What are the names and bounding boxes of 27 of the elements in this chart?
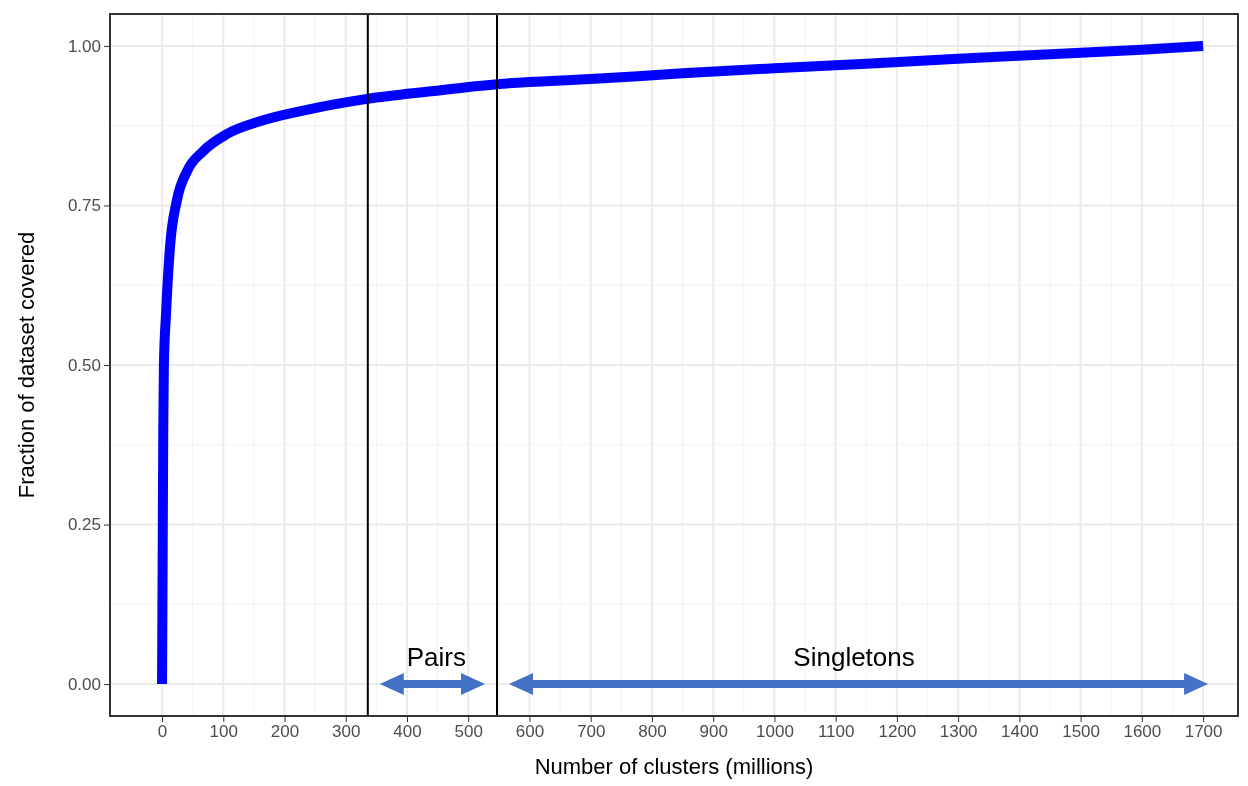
annotation: Pairs xyxy=(406,642,467,673)
y-tick-label: 1.00 xyxy=(67,36,101,56)
x-tick-label: 1400 xyxy=(1000,722,1039,742)
x-tick-label: 1500 xyxy=(1062,722,1101,742)
x-tick-label: 1200 xyxy=(878,722,917,742)
y-tick-label: 0.75 xyxy=(67,196,101,216)
x-tick-label: 300 xyxy=(332,722,361,742)
x-tick-label: 1300 xyxy=(939,722,978,742)
y-axis-title: Fraction of dataset covered xyxy=(14,231,39,499)
x-tick-label: 100 xyxy=(209,722,238,742)
y-tick-label: 0.50 xyxy=(67,355,101,375)
x-tick-label: 0 xyxy=(157,722,168,742)
x-tick-label: 500 xyxy=(454,722,483,742)
x-axis-title: Number of clusters (millions) xyxy=(534,754,814,779)
x-tick-label: 800 xyxy=(638,722,667,742)
x-tick-label: 1700 xyxy=(1184,722,1223,742)
x-tick-label: 1000 xyxy=(756,722,794,742)
x-tick-label: 1100 xyxy=(817,722,855,742)
x-tick-label: 700 xyxy=(577,722,606,742)
y-tick-label: 0.00 xyxy=(67,675,101,695)
x-tick-label: 600 xyxy=(515,722,545,742)
x-tick-label: 1600 xyxy=(1123,722,1162,742)
x-tick-label: 200 xyxy=(270,722,300,742)
y-tick-label: 0.25 xyxy=(67,515,101,535)
x-tick-label: 400 xyxy=(393,722,422,742)
annotation: Singletons xyxy=(793,642,915,673)
x-tick-label: 900 xyxy=(699,722,728,742)
